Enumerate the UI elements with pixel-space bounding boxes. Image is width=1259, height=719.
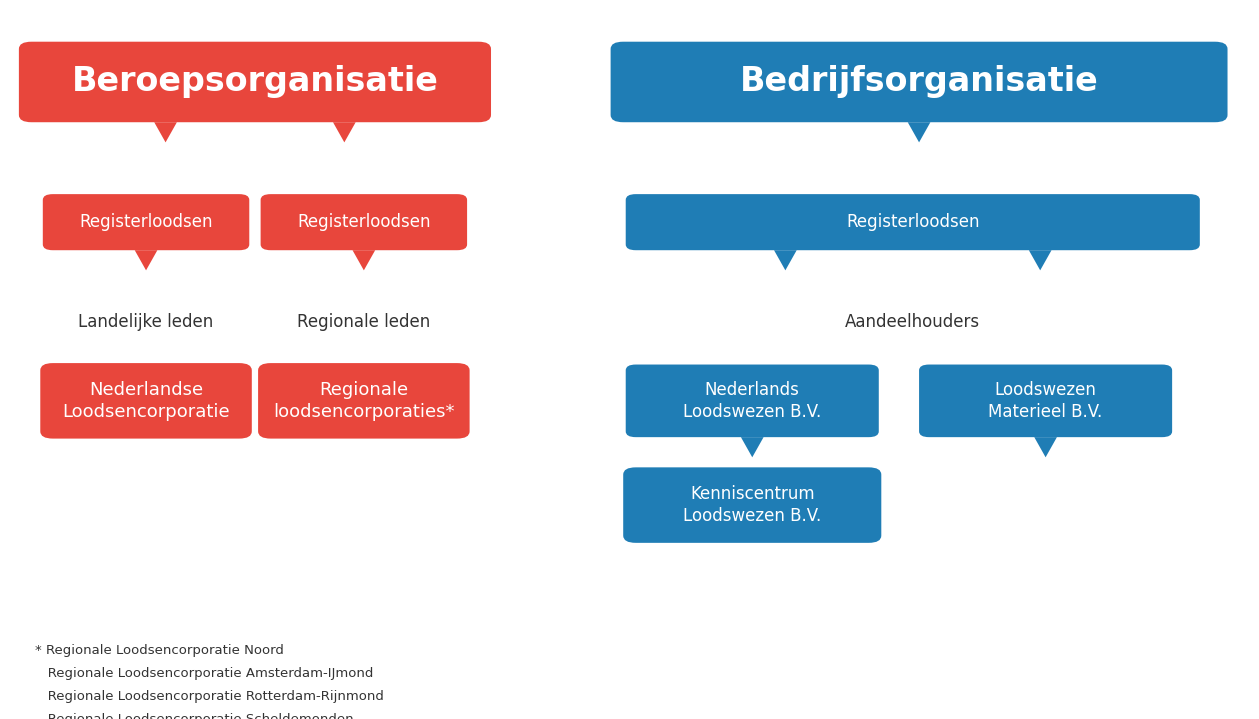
FancyBboxPatch shape bbox=[43, 194, 249, 250]
Polygon shape bbox=[155, 122, 176, 142]
FancyBboxPatch shape bbox=[623, 467, 881, 543]
Text: Nederlandse
Loodsencorporatie: Nederlandse Loodsencorporatie bbox=[62, 381, 230, 421]
Text: Kenniscentrum
Loodswezen B.V.: Kenniscentrum Loodswezen B.V. bbox=[684, 485, 821, 525]
Polygon shape bbox=[353, 250, 375, 270]
FancyBboxPatch shape bbox=[919, 365, 1172, 437]
FancyBboxPatch shape bbox=[611, 42, 1228, 122]
Text: Regionale leden: Regionale leden bbox=[297, 313, 431, 331]
Polygon shape bbox=[740, 437, 763, 457]
Text: Regionale Loodsencorporatie Amsterdam-IJmond: Regionale Loodsencorporatie Amsterdam-IJ… bbox=[35, 667, 374, 679]
Text: Landelijke leden: Landelijke leden bbox=[78, 313, 214, 331]
Text: Nederlands
Loodswezen B.V.: Nederlands Loodswezen B.V. bbox=[684, 381, 821, 421]
Text: Aandeelhouders: Aandeelhouders bbox=[845, 313, 981, 331]
FancyBboxPatch shape bbox=[19, 42, 491, 122]
Polygon shape bbox=[135, 250, 157, 270]
FancyBboxPatch shape bbox=[261, 194, 467, 250]
Text: Registerloodsen: Registerloodsen bbox=[79, 213, 213, 232]
Polygon shape bbox=[1034, 437, 1056, 457]
Text: Registerloodsen: Registerloodsen bbox=[846, 213, 980, 232]
Polygon shape bbox=[1029, 250, 1051, 270]
Text: Regionale Loodsencorporatie Scheldemonden: Regionale Loodsencorporatie Scheldemonde… bbox=[35, 713, 354, 719]
Polygon shape bbox=[774, 250, 797, 270]
FancyBboxPatch shape bbox=[40, 363, 252, 439]
Text: Bedrijfsorganisatie: Bedrijfsorganisatie bbox=[740, 65, 1098, 99]
FancyBboxPatch shape bbox=[626, 194, 1200, 250]
Polygon shape bbox=[332, 122, 355, 142]
FancyBboxPatch shape bbox=[258, 363, 470, 439]
Text: Regionale
loodsencorporaties*: Regionale loodsencorporaties* bbox=[273, 381, 454, 421]
Text: Loodswezen
Materieel B.V.: Loodswezen Materieel B.V. bbox=[988, 381, 1103, 421]
Text: Registerloodsen: Registerloodsen bbox=[297, 213, 431, 232]
Polygon shape bbox=[908, 122, 930, 142]
Text: Regionale Loodsencorporatie Rotterdam-Rijnmond: Regionale Loodsencorporatie Rotterdam-Ri… bbox=[35, 690, 384, 702]
Text: * Regionale Loodsencorporatie Noord: * Regionale Loodsencorporatie Noord bbox=[35, 644, 285, 656]
FancyBboxPatch shape bbox=[626, 365, 879, 437]
Text: Beroepsorganisatie: Beroepsorganisatie bbox=[72, 65, 438, 99]
